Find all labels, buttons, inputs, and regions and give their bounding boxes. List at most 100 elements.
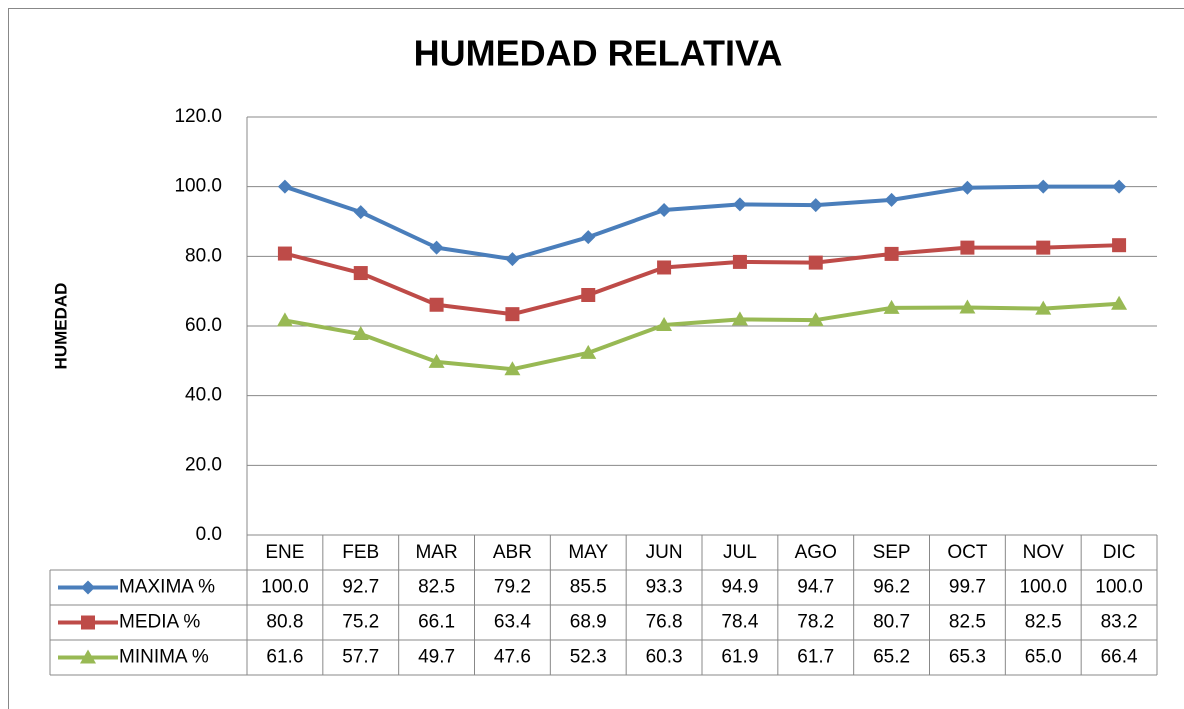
- x-tick-label: SEP: [873, 542, 911, 563]
- table-value: 83.2: [1101, 612, 1138, 633]
- marker: [807, 312, 824, 327]
- table-value: 76.8: [646, 612, 683, 633]
- marker: [581, 287, 596, 302]
- marker: [808, 198, 823, 213]
- y-tick-label: 0.0: [196, 524, 222, 545]
- table-value: 47.6: [494, 647, 531, 668]
- table-value: 75.2: [342, 612, 379, 633]
- table-value: 82.5: [1025, 612, 1062, 633]
- table-value: 100.0: [1095, 577, 1143, 598]
- table-value: 65.0: [1025, 647, 1062, 668]
- table-value: 78.2: [797, 612, 834, 633]
- table-value: 68.9: [570, 612, 607, 633]
- y-tick-label: 40.0: [185, 385, 222, 406]
- table-value: 82.5: [949, 612, 986, 633]
- table-value: 100.0: [261, 577, 309, 598]
- chart-title: HUMEDAD RELATIVA: [414, 33, 783, 74]
- legend-label: MEDIA %: [119, 612, 200, 633]
- table-value: 80.7: [873, 612, 910, 633]
- marker: [1112, 238, 1127, 253]
- x-tick-label: FEB: [342, 542, 379, 563]
- table-value: 92.7: [342, 577, 379, 598]
- legend-label: MAXIMA %: [119, 577, 215, 598]
- marker: [505, 252, 520, 267]
- marker: [884, 246, 899, 261]
- table-value: 79.2: [494, 577, 531, 598]
- marker: [81, 580, 95, 595]
- x-tick-label: MAY: [568, 542, 608, 563]
- y-tick-label: 100.0: [174, 176, 222, 197]
- table-value: 66.4: [1101, 647, 1138, 668]
- marker: [276, 312, 293, 327]
- table-value: 80.8: [266, 612, 303, 633]
- table-value: 82.5: [418, 577, 455, 598]
- table-value: 66.1: [418, 612, 455, 633]
- marker: [277, 246, 292, 261]
- series-line: [284, 184, 1120, 262]
- marker: [505, 307, 520, 322]
- table-value: 60.3: [646, 647, 683, 668]
- marker: [960, 240, 975, 255]
- x-tick-label: JUN: [646, 542, 683, 563]
- table-value: 85.5: [570, 577, 607, 598]
- table-value: 96.2: [873, 577, 910, 598]
- marker: [277, 179, 292, 194]
- marker: [657, 260, 672, 275]
- legend-label: MINIMA %: [119, 647, 209, 668]
- table-value: 57.7: [342, 647, 379, 668]
- series-line: [284, 301, 1120, 372]
- table-value: 99.7: [949, 577, 986, 598]
- table-value: 65.3: [949, 647, 986, 668]
- marker: [656, 316, 673, 331]
- marker: [353, 205, 368, 220]
- table-value: 63.4: [494, 612, 531, 633]
- x-tick-label: ABR: [493, 542, 532, 563]
- table-value: 93.3: [646, 577, 683, 598]
- table-value: 61.9: [721, 647, 758, 668]
- x-tick-label: NOV: [1023, 542, 1065, 563]
- table-value: 61.6: [266, 647, 303, 668]
- marker: [883, 299, 900, 314]
- marker: [1112, 179, 1127, 194]
- marker: [504, 361, 521, 376]
- marker: [352, 326, 369, 341]
- marker: [428, 353, 445, 368]
- table-value: 61.7: [797, 647, 834, 668]
- marker: [80, 649, 96, 664]
- table-value: 52.3: [570, 647, 607, 668]
- marker: [959, 299, 976, 314]
- y-tick-label: 20.0: [185, 454, 222, 475]
- y-axis-label: HUMEDAD: [51, 283, 70, 370]
- y-tick-label: 120.0: [174, 106, 222, 127]
- x-tick-label: AGO: [795, 542, 837, 563]
- marker: [808, 255, 823, 270]
- chart-border: [8, 8, 1184, 709]
- x-tick-label: JUL: [723, 542, 757, 563]
- marker: [732, 254, 747, 269]
- table-value: 94.9: [721, 577, 758, 598]
- marker: [1036, 179, 1051, 194]
- marker: [1035, 300, 1052, 315]
- series-line: [284, 243, 1120, 317]
- table-value: 49.7: [418, 647, 455, 668]
- marker: [353, 266, 368, 281]
- table-value: 94.7: [797, 577, 834, 598]
- marker: [81, 615, 95, 630]
- marker: [580, 344, 597, 359]
- x-tick-label: OCT: [947, 542, 988, 563]
- marker: [731, 311, 748, 326]
- marker: [657, 203, 672, 218]
- table-value: 65.2: [873, 647, 910, 668]
- x-tick-label: MAR: [415, 542, 457, 563]
- marker: [429, 297, 444, 312]
- table-value: 100.0: [1019, 577, 1067, 598]
- marker: [732, 197, 747, 212]
- y-tick-label: 80.0: [185, 245, 222, 266]
- table-value: 78.4: [721, 612, 758, 633]
- x-tick-label: ENE: [265, 542, 304, 563]
- marker: [960, 180, 975, 195]
- x-tick-label: DIC: [1103, 542, 1136, 563]
- marker: [1036, 240, 1051, 255]
- marker: [581, 230, 596, 245]
